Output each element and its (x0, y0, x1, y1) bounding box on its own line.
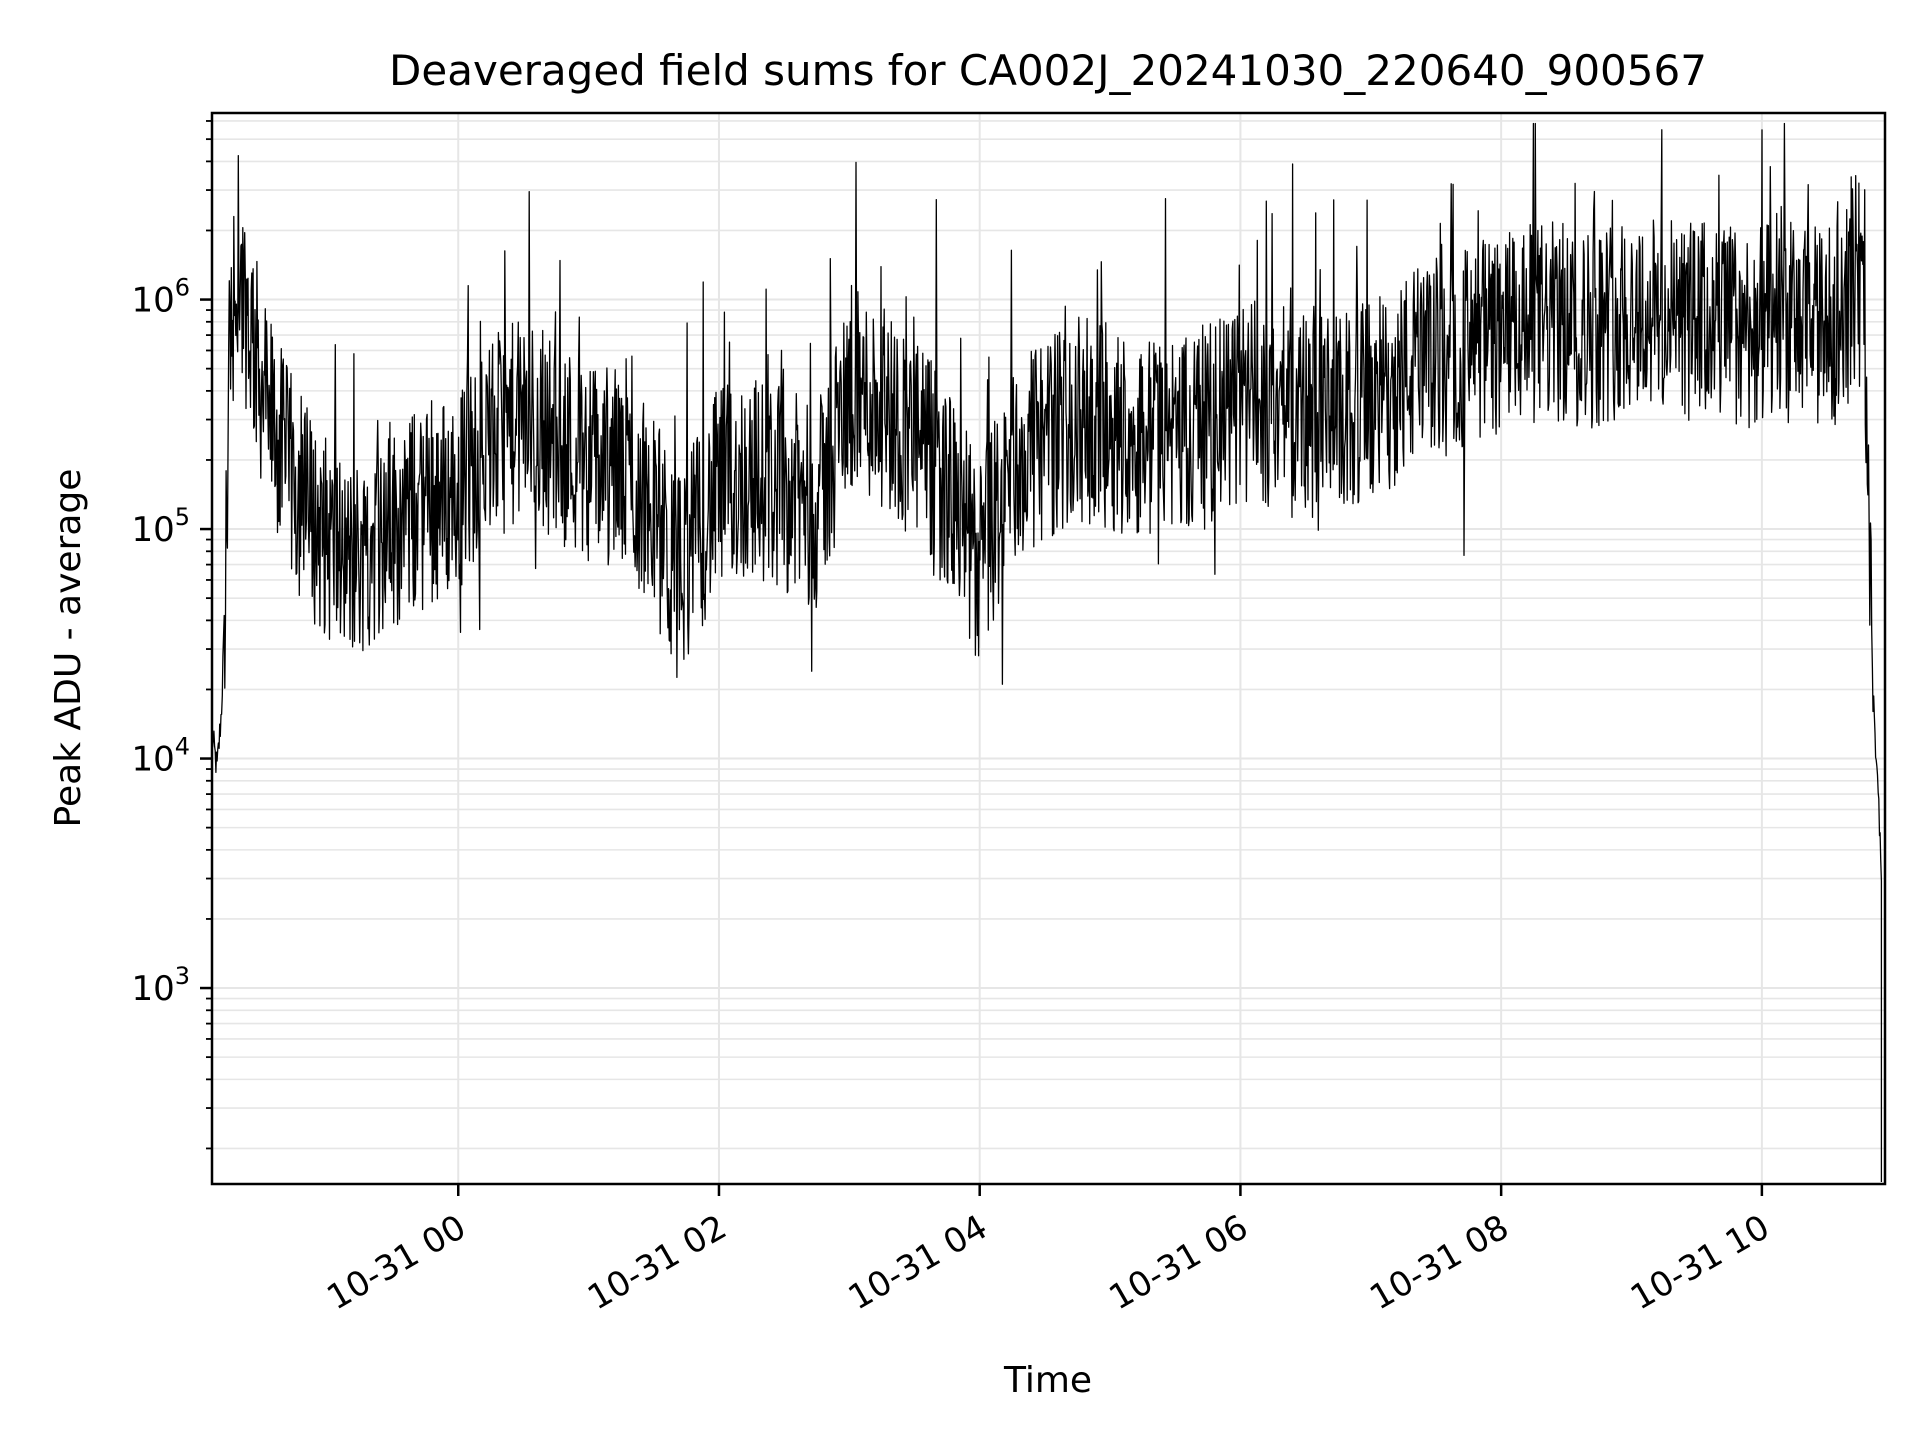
y-axis-label: Peak ADU - average (48, 469, 89, 828)
series-line (211, 122, 1883, 1182)
y-tick-label: 106 (131, 274, 190, 321)
y-tick-label: 105 (131, 503, 190, 550)
y-axis: 103 104 105 106 (131, 120, 212, 1150)
chart-title: Deaveraged field sums for CA002J_2024103… (389, 46, 1707, 95)
y-tick-label: 104 (131, 733, 190, 780)
y-tick-label: 103 (131, 962, 190, 1009)
data-series (211, 122, 1883, 1182)
x-axis-label: Time (1003, 1360, 1092, 1401)
